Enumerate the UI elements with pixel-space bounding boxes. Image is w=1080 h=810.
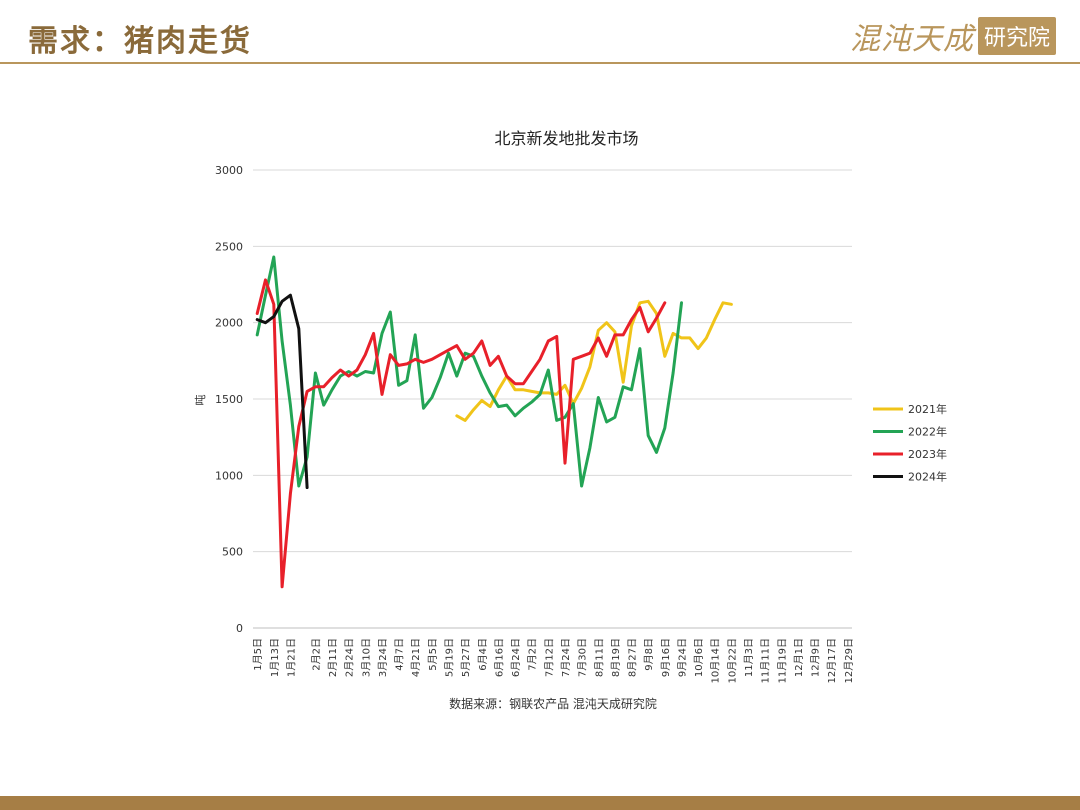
x-tick-label: 7月2日 bbox=[527, 638, 539, 671]
legend-label: 2021年 bbox=[908, 402, 947, 416]
x-tick-label: 5月5日 bbox=[427, 638, 439, 671]
x-tick-label: 7月12日 bbox=[543, 638, 555, 677]
series-line-2022年 bbox=[255, 255, 683, 488]
logo-box: 研究院 bbox=[977, 17, 1056, 55]
x-tick-label: 7月30日 bbox=[577, 638, 589, 677]
x-tick-label: 10月22日 bbox=[726, 638, 738, 683]
x-tick-label: 9月16日 bbox=[660, 638, 672, 677]
x-tick-label: 11月19日 bbox=[776, 638, 788, 683]
y-tick-label: 2500 bbox=[215, 240, 243, 253]
x-tick-label: 4月7日 bbox=[394, 638, 406, 671]
logo-text: 混沌天成 bbox=[849, 22, 974, 57]
x-tick-label: 6月16日 bbox=[493, 638, 505, 677]
x-tick-label: 12月9日 bbox=[810, 638, 822, 677]
x-tick-label: 11月3日 bbox=[743, 638, 755, 677]
y-axis-label: 吨 bbox=[194, 395, 207, 406]
series-line-2021年 bbox=[455, 299, 733, 422]
x-tick-label: 4月21日 bbox=[410, 638, 422, 677]
y-tick-label: 2000 bbox=[215, 317, 243, 330]
y-tick-label: 1500 bbox=[215, 393, 243, 406]
legend-label: 2024年 bbox=[908, 470, 947, 484]
x-tick-label: 3月24日 bbox=[377, 638, 389, 677]
legend-label: 2022年 bbox=[908, 425, 947, 439]
source-note: 数据来源：钢联农产品 混沌天成研究院 bbox=[449, 696, 657, 711]
series-line-2023年 bbox=[255, 278, 667, 589]
x-tick-label: 1月21日 bbox=[285, 638, 297, 677]
x-tick-label: 2月24日 bbox=[344, 638, 356, 677]
x-tick-label: 2月11日 bbox=[327, 638, 339, 677]
x-tick-label: 10月6日 bbox=[693, 638, 705, 677]
x-tick-label: 3月10日 bbox=[360, 638, 372, 677]
x-tick-label: 6月4日 bbox=[477, 638, 489, 671]
x-tick-label: 9月8日 bbox=[643, 638, 655, 671]
header-divider bbox=[0, 62, 1080, 64]
x-tick-label: 8月19日 bbox=[610, 638, 622, 677]
x-tick-label: 9月24日 bbox=[676, 638, 688, 677]
page-title: 需求：猪肉走货 bbox=[28, 24, 252, 59]
x-tick-label: 5月27日 bbox=[460, 638, 472, 677]
company-logo: 混沌天成 研究院 bbox=[850, 14, 1056, 58]
series-line-2024年 bbox=[255, 293, 309, 489]
x-tick-label: 12月17日 bbox=[826, 638, 838, 683]
y-tick-label: 3000 bbox=[215, 164, 243, 177]
x-tick-label: 12月29日 bbox=[843, 638, 855, 683]
footer-bar bbox=[0, 796, 1080, 810]
x-tick-label: 1月5日 bbox=[252, 638, 264, 671]
x-tick-label: 10月14日 bbox=[710, 638, 722, 683]
y-tick-label: 500 bbox=[222, 546, 243, 559]
x-tick-label: 11月11日 bbox=[760, 638, 772, 683]
x-tick-label: 6月24日 bbox=[510, 638, 522, 677]
x-tick-label: 7月24日 bbox=[560, 638, 572, 677]
x-tick-label: 8月27日 bbox=[627, 638, 639, 677]
chart-title: 北京新发地批发市场 bbox=[494, 129, 638, 148]
y-tick-label: 0 bbox=[236, 622, 243, 635]
x-tick-label: 1月13日 bbox=[269, 638, 281, 677]
x-tick-label: 8月11日 bbox=[593, 638, 605, 677]
legend-label: 2023年 bbox=[908, 447, 947, 461]
y-tick-label: 1000 bbox=[215, 469, 243, 482]
x-tick-label: 12月1日 bbox=[793, 638, 805, 677]
x-tick-label: 2月2日 bbox=[310, 638, 322, 671]
x-tick-label: 5月19日 bbox=[444, 638, 456, 677]
